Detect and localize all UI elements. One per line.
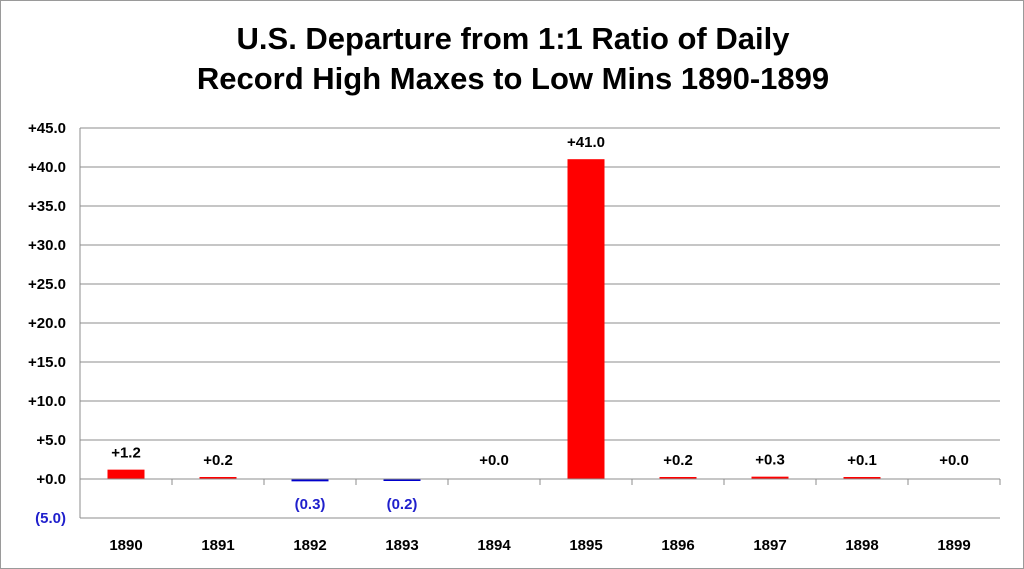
y-tick-label: +20.0 [28, 315, 66, 332]
bars [107, 159, 881, 482]
y-tick-label: +45.0 [28, 120, 66, 137]
y-tick-label: +30.0 [28, 237, 66, 254]
y-tick-label: +25.0 [28, 276, 66, 293]
x-tick-label: 1897 [753, 537, 786, 554]
y-tick-label: +0.0 [36, 471, 66, 488]
chart-title-line1: U.S. Departure from 1:1 Ratio of Daily [236, 21, 790, 56]
x-tick-label: 1896 [661, 537, 694, 554]
x-axis: 1890 1891 1892 1893 1894 1895 1896 1897 1898 1899 [79, 478, 1001, 554]
x-tick-label: 1893 [385, 537, 418, 554]
data-label: +0.3 [755, 452, 785, 469]
data-label: +41.0 [567, 134, 605, 151]
x-tick-label: 1892 [293, 537, 326, 554]
y-tick-label: +35.0 [28, 198, 66, 215]
y-tick-label: +15.0 [28, 354, 66, 371]
bar [751, 476, 789, 479]
x-tick-label: 1891 [201, 537, 234, 554]
x-tick-label: 1890 [109, 537, 142, 554]
data-label: +0.0 [939, 452, 969, 469]
data-label: +0.0 [479, 452, 509, 469]
chart-title-line2: Record High Maxes to Low Mins 1890-1899 [196, 61, 830, 96]
bar [843, 477, 881, 479]
data-label: (0.3) [295, 496, 326, 513]
bar [291, 479, 329, 482]
data-label: +0.1 [847, 452, 877, 469]
data-label: +0.2 [203, 452, 233, 469]
y-tick-label: +10.0 [28, 393, 66, 410]
data-label: (0.2) [387, 496, 418, 513]
bar [199, 477, 237, 479]
x-tick-label: 1898 [845, 537, 878, 554]
y-tick-label: +5.0 [36, 432, 66, 449]
bar [383, 479, 421, 481]
y-tick-label: (5.0) [35, 510, 66, 527]
data-labels: +1.2 +0.2 (0.3) (0.2) +0.0 +41.0 +0.2 +0.3 +0.1 +… [111, 134, 969, 513]
data-label: +1.2 [111, 445, 141, 462]
y-axis: (5.0) +0.0 +5.0 +10.0 +15.0 +20.0 +25.0 +30.0 +3… [28, 120, 81, 527]
y-tick-label: +40.0 [28, 159, 66, 176]
x-tick-label: 1899 [937, 537, 970, 554]
bar [659, 477, 697, 479]
chart-title: U.S. Departure from 1:1 Ratio of Daily R… [1, 19, 1024, 99]
bar [567, 159, 605, 479]
bar [107, 469, 145, 479]
gridlines [80, 127, 1000, 441]
data-label: +0.2 [663, 452, 693, 469]
x-tick-label: 1894 [477, 537, 511, 554]
x-tick-label: 1895 [569, 537, 602, 554]
